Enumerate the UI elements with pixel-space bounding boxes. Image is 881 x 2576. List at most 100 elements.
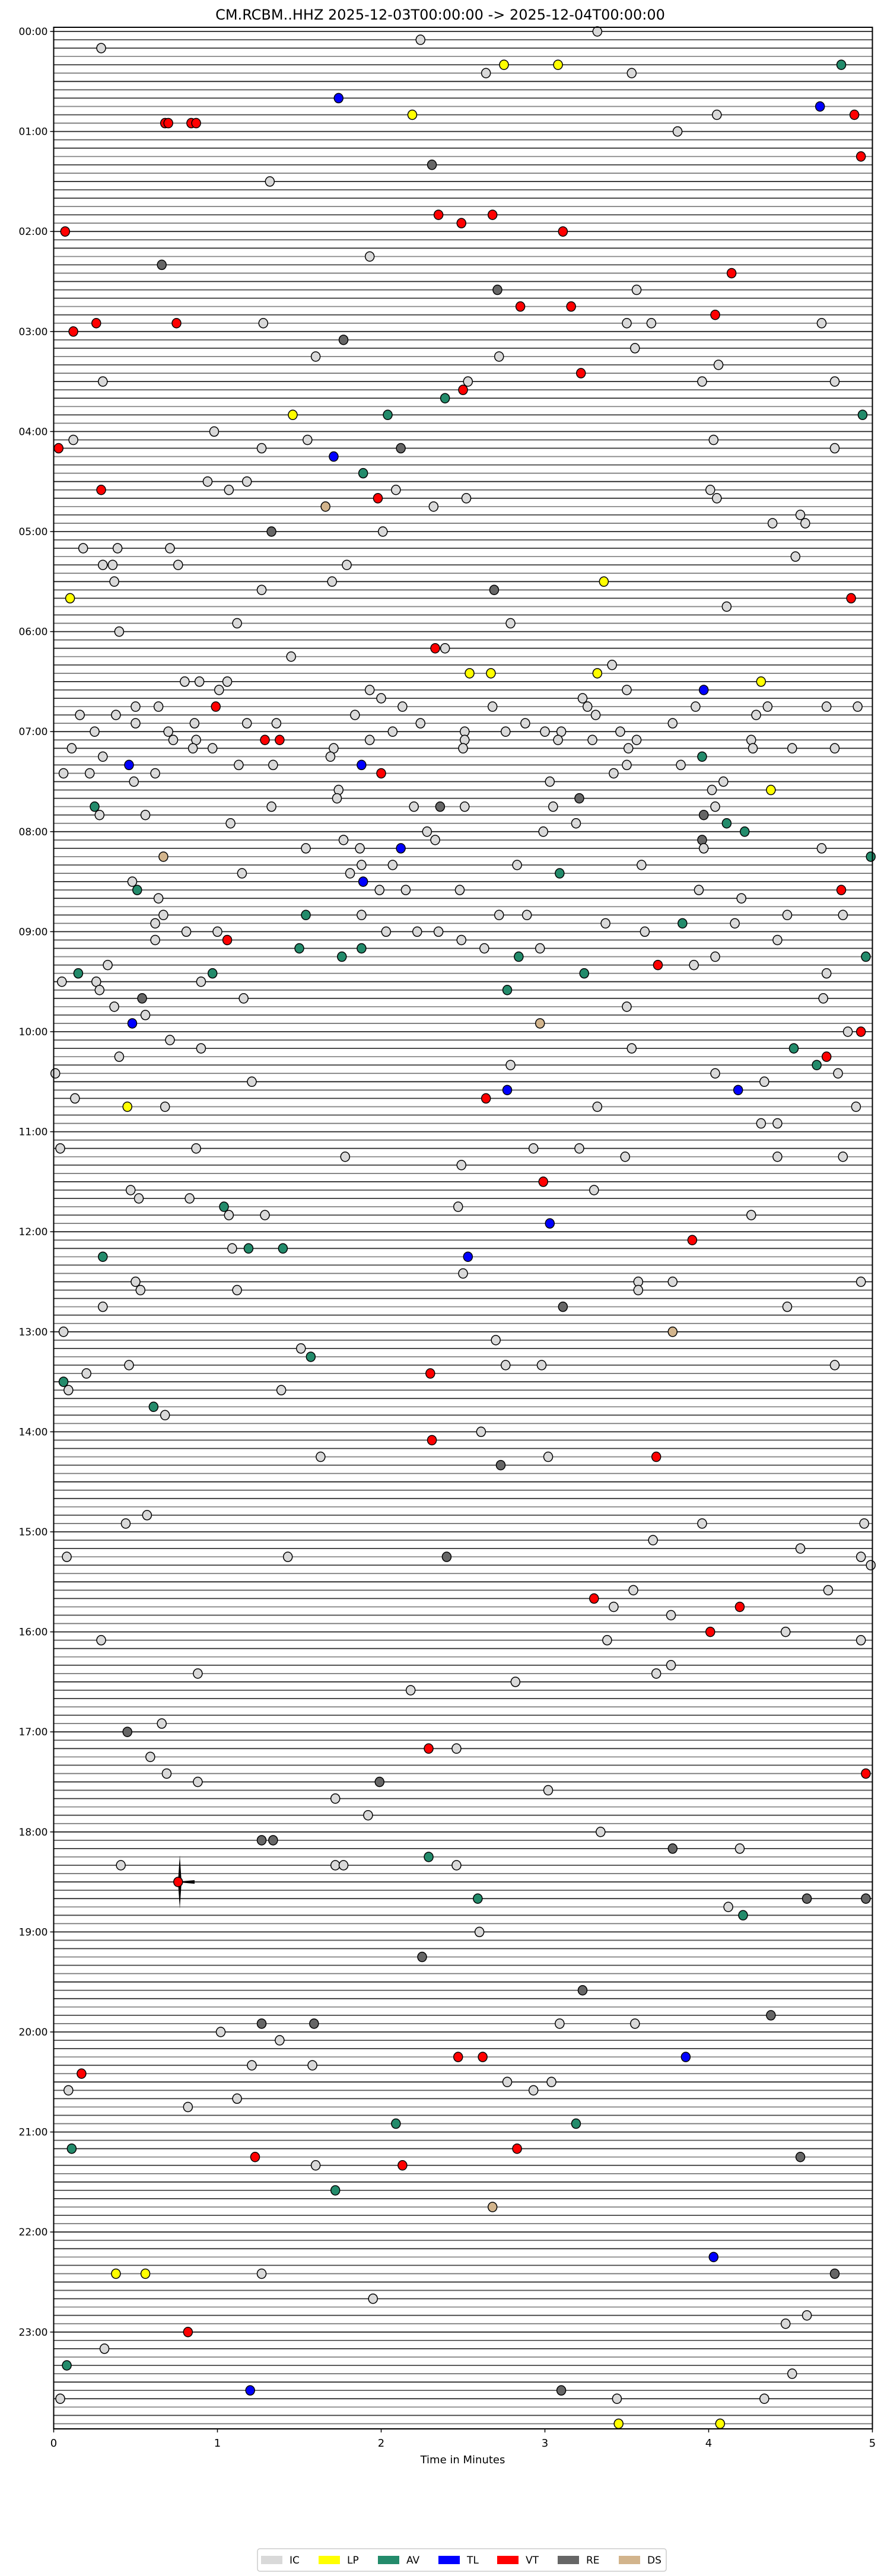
event-marker-ic [266,801,276,812]
event-marker-ic [838,909,848,921]
event-marker-vt [861,1768,871,1779]
legend-item-ic: IC [261,2555,300,2567]
y-tick-label: 13:00 [19,1327,48,1338]
event-marker-ic [296,1343,306,1354]
event-marker-re [489,584,500,596]
event-marker-ic [58,768,69,779]
event-marker-ic [364,734,375,745]
event-marker-ic [546,2076,556,2088]
event-marker-lp [766,784,776,796]
event-marker-av [514,951,524,962]
legend-item-lp: LP [319,2555,359,2567]
y-tick-label: 20:00 [19,2027,48,2038]
event-marker-ic [286,651,296,662]
event-marker-ic [666,1660,676,1671]
legend-swatch [261,2556,282,2564]
event-marker-ic [612,2393,622,2404]
plot-frame [53,27,873,2429]
event-marker-ic [258,318,269,329]
event-marker-ic [615,726,625,737]
event-marker-re [556,2385,567,2396]
event-marker-ic [780,2319,791,2329]
event-marker-vt [425,1368,435,1379]
event-marker-ic [350,710,360,720]
event-marker-vt [275,734,285,745]
event-marker-ic [90,726,100,737]
event-marker-re [667,1843,678,1854]
event-marker-vt [566,301,576,312]
event-marker-ic [181,926,192,937]
event-marker-ic [338,1860,349,1871]
event-marker-ic [697,376,707,387]
event-marker-ic [855,1276,866,1287]
event-marker-ic [96,43,106,53]
event-marker-ic [713,360,724,370]
legend-label: DS [647,2555,661,2567]
event-marker-ic [505,1060,516,1070]
y-tick-label: 03:00 [19,326,48,338]
event-marker-ic [461,493,472,504]
event-marker-ic [628,1585,638,1596]
event-marker-lp [499,59,509,70]
event-marker-av [301,909,311,921]
event-marker-ic [626,1043,637,1054]
event-marker-ic [222,676,233,687]
event-marker-ic [357,860,367,870]
event-marker-ic [667,1276,678,1287]
event-marker-ic [50,1068,61,1079]
event-marker-ic [651,1668,661,1679]
event-marker-lp [65,593,75,604]
event-marker-re [256,2018,267,2029]
event-marker-av [278,1243,288,1254]
event-marker-ic [387,860,398,870]
event-marker-ic [829,443,840,454]
event-marker-ic [430,835,440,845]
event-marker-ic [193,1668,203,1679]
event-marker-tl [127,1018,138,1029]
event-marker-av [440,393,450,403]
event-marker-ic [196,1043,206,1054]
event-marker-ic [501,1360,511,1370]
event-marker-vt [651,1451,661,1462]
event-marker-re [697,835,707,845]
event-marker-av [836,59,847,70]
event-marker-ic [528,1143,539,1154]
event-marker-ic [120,1518,131,1529]
event-marker-ic [212,926,222,937]
event-marker-ic [160,1101,170,1112]
legend-label: AV [406,2555,420,2567]
event-marker-ic [592,26,603,37]
event-marker-ic [587,734,597,745]
event-marker-tl [815,101,825,112]
event-marker-ic [736,893,746,904]
event-marker-ic [458,743,468,754]
event-marker-vt [515,301,526,312]
event-marker-av [243,1243,254,1254]
event-marker-av [132,885,142,895]
event-marker-ic [536,1360,547,1370]
event-marker-ic [276,1385,287,1395]
event-marker-ic [125,1185,136,1195]
event-marker-re [157,259,167,271]
event-marker-vt [191,117,201,129]
event-marker-vt [478,2052,488,2062]
legend-swatch [378,2556,399,2564]
event-marker-ic [307,2060,317,2071]
event-marker-ic [114,626,125,637]
event-marker-ic [734,1843,745,1854]
event-marker-ic [433,926,444,937]
event-marker-tl [545,1218,555,1229]
event-marker-ic [415,718,425,729]
event-marker-vt [575,368,586,379]
x-tick-label: 3 [542,2437,548,2450]
event-marker-ic [109,1001,119,1012]
event-marker-vt [60,226,71,237]
event-marker-ic [440,643,450,654]
event-marker-re [435,801,446,812]
event-markers [50,26,876,2429]
legend-item-av: AV [378,2555,420,2567]
event-marker-av [857,409,868,421]
event-marker-av [306,1351,316,1362]
event-marker-ic [622,318,632,329]
event-marker-vt [376,768,386,779]
